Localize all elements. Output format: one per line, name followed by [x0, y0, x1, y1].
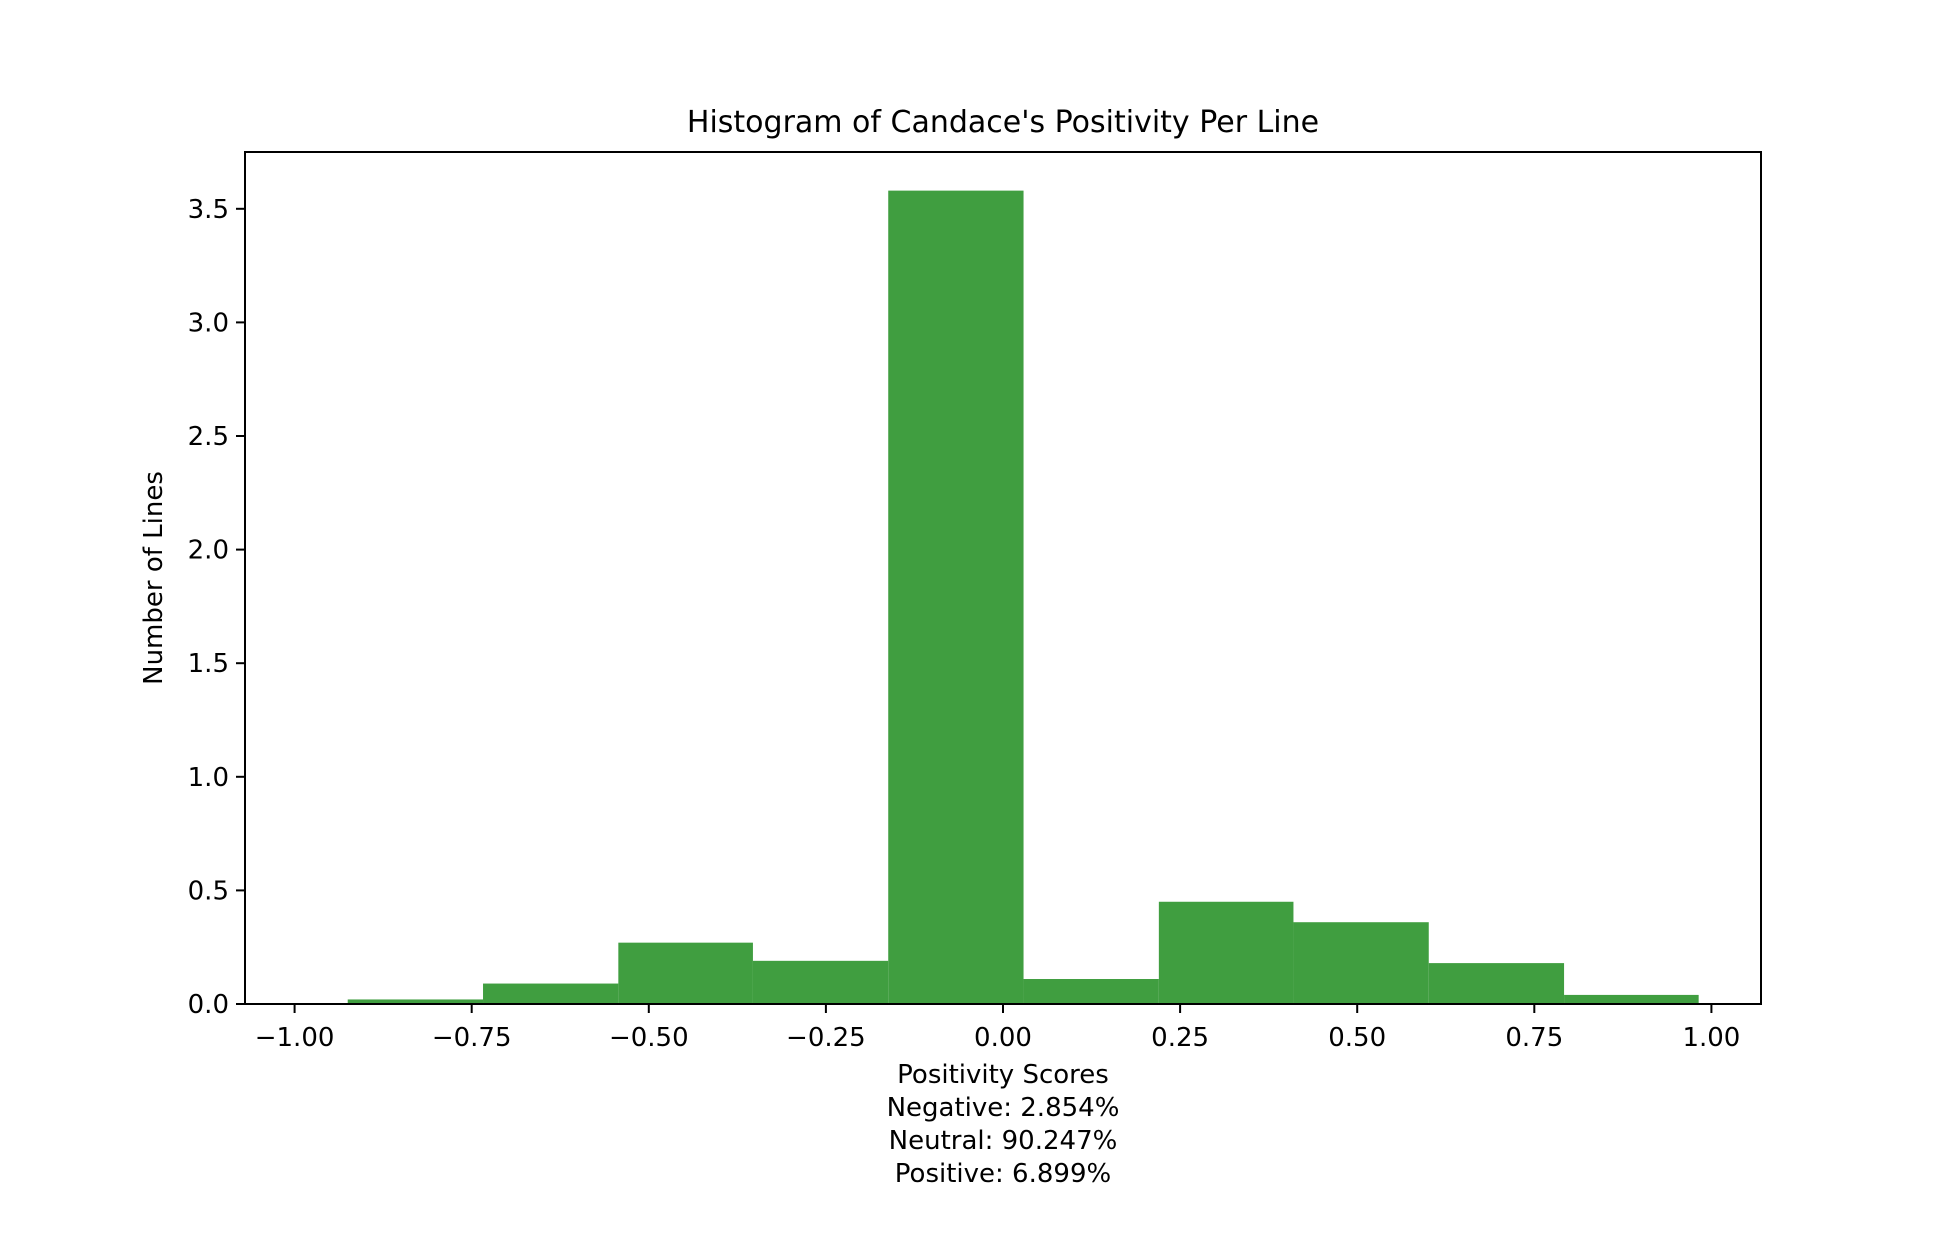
x-tick-label: 1.00: [1682, 1023, 1740, 1053]
histogram-bar: [888, 190, 1024, 1004]
y-tick-label: 2.0: [188, 536, 229, 566]
x-tick-label: 0.00: [974, 1023, 1032, 1053]
y-tick-label: 2.5: [188, 422, 229, 452]
x-axis-summary-neutral: Neutral: 90.247%: [889, 1126, 1118, 1156]
histogram-bar: [618, 942, 753, 1004]
x-axis-summary-negative: Negative: 2.854%: [887, 1093, 1120, 1123]
x-tick-label: −0.25: [786, 1023, 866, 1053]
histogram-bar: [752, 960, 889, 1004]
histogram-bar: [347, 999, 484, 1004]
y-tick-label: 1.5: [188, 649, 229, 679]
y-axis-label: Number of Lines: [139, 471, 169, 685]
y-axis-ticks: 0.0 0.5 1.0 1.5 2.0 2.5 3.0 3.5: [188, 195, 245, 1020]
bars-group: [347, 190, 1699, 1004]
x-tick-label: −1.00: [255, 1023, 335, 1053]
histogram-bar: [1293, 922, 1429, 1004]
y-tick-label: 1.0: [188, 763, 229, 793]
x-tick-label: 0.25: [1151, 1023, 1209, 1053]
y-tick-label: 0.0: [188, 990, 229, 1020]
x-tick-label: 0.75: [1505, 1023, 1563, 1053]
x-tick-label: −0.75: [432, 1023, 512, 1053]
chart-title: Histogram of Candace's Positivity Per Li…: [687, 105, 1319, 140]
x-tick-label: 0.50: [1328, 1023, 1386, 1053]
histogram-bar: [1158, 901, 1294, 1004]
y-tick-label: 3.5: [188, 195, 229, 225]
histogram-bar: [1428, 963, 1565, 1004]
y-tick-label: 3.0: [188, 308, 229, 338]
x-tick-label: −0.50: [609, 1023, 689, 1053]
x-axis-label: Positivity Scores: [897, 1060, 1109, 1090]
y-tick-label: 0.5: [188, 876, 229, 906]
histogram-bar: [483, 983, 619, 1004]
histogram-bar: [1023, 979, 1159, 1004]
x-axis-ticks: −1.00 −0.75 −0.50 −0.25 0.00 0.25 0.50 0.75 1.00: [255, 1004, 1740, 1053]
histogram-bar: [1564, 994, 1699, 1004]
x-axis-summary-positive: Positive: 6.899%: [895, 1159, 1111, 1189]
